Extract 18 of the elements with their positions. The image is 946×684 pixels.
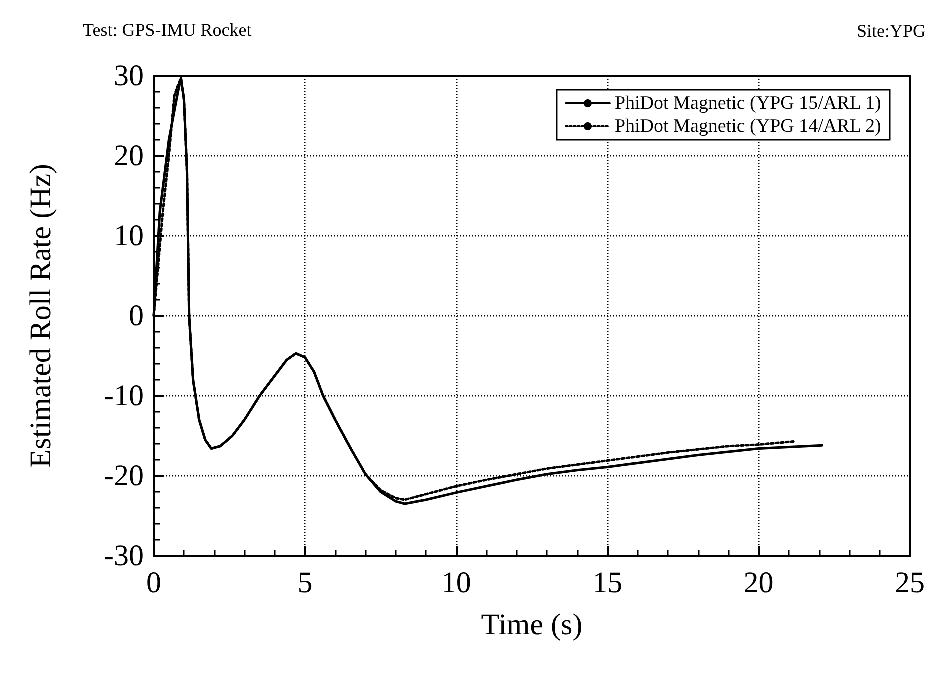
y-tick-label: -10: [104, 380, 144, 412]
legend-label: PhiDot Magnetic (YPG 15/ARL 1): [614, 93, 882, 114]
x-tick-label: 5: [298, 566, 313, 600]
y-tick-label: 30: [114, 60, 144, 92]
y-tick-label: -20: [104, 460, 144, 492]
y-tick-label: 10: [114, 220, 144, 252]
x-axis-title: Time (s): [481, 608, 583, 642]
y-tick-label: 0: [129, 300, 144, 332]
text: Site:YPG: [856, 21, 926, 41]
x-tick-label: 15: [592, 566, 623, 600]
x-tick-label: 10: [441, 566, 472, 600]
x-tick-label: 25: [895, 566, 925, 600]
legend-label: PhiDot Magnetic (YPG 14/ARL 2): [614, 116, 882, 137]
y-tick-label: -30: [104, 540, 144, 572]
y-tick-label: 20: [114, 140, 144, 172]
chart-title: Test: GPS-IMU Rocket: [83, 20, 252, 40]
x-tick-label: 20: [744, 566, 774, 600]
y-axis-title: Estimated Roll Rate (Hz): [24, 164, 58, 468]
